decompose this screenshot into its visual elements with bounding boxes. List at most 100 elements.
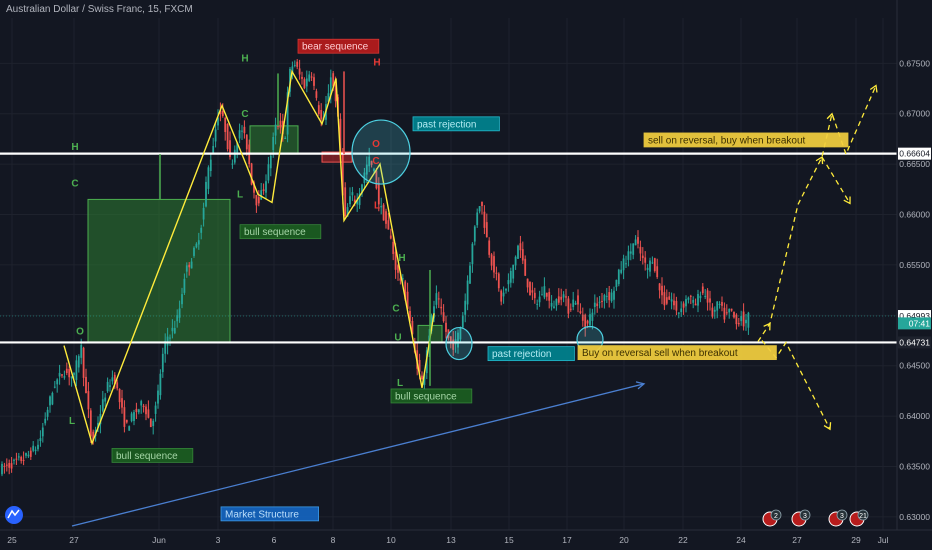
candle-body [308,74,311,81]
candle-body [164,341,167,354]
annotation-box[interactable] [111,448,194,463]
y-tick-label: 0.64000 [899,411,930,421]
annotation-box[interactable] [643,132,849,148]
candle-body [3,465,6,467]
candle-body [238,130,241,139]
price-tag-label: 0.64993 [899,311,930,321]
pivot-label: C [392,303,399,314]
candle-body [533,292,536,299]
candle-body [68,369,71,378]
candle-body [262,189,265,191]
annotation-box[interactable] [577,345,777,361]
x-tick-label: 15 [504,535,514,545]
candle-body [617,269,620,285]
candle-body [351,192,354,196]
candle-body [140,401,143,406]
candle-body [673,300,675,306]
candle-body [387,220,390,230]
candle-body [399,278,402,281]
candle-body [87,391,90,410]
candle-body [229,140,231,158]
event-count-bubble [836,509,848,521]
candle-body [106,381,109,392]
annotation-box[interactable] [220,506,319,522]
candle-body [466,280,469,305]
candle-body [401,278,404,280]
candle-body [303,79,306,89]
x-tick-label: 6 [272,535,277,545]
pivot-label: H [398,253,405,264]
candle-body [461,315,464,328]
pivot-label: H [373,57,380,68]
pivot-label: O [76,326,84,337]
candle-body [620,269,623,273]
candle-body [27,454,30,457]
candle-body [603,295,606,301]
price-tag [898,317,931,330]
annotation-box[interactable] [390,388,473,404]
candle-body [152,420,155,427]
projection-path[interactable] [821,156,851,204]
candle-body [255,194,258,206]
candle-body [517,245,519,259]
candle-body [250,163,253,185]
rejection-circle[interactable] [351,119,411,185]
projection-arrowhead [823,422,832,431]
annotation-box[interactable] [239,224,322,240]
candle-body [718,304,721,306]
market-structure-trendline[interactable] [71,383,645,527]
candle-body [8,462,11,468]
y-tick-label: 0.67500 [899,58,930,68]
candle-body [728,308,731,313]
candle-body [315,91,318,98]
candle-body [493,256,495,273]
candle-body [145,406,147,415]
candle-body [113,374,116,385]
candle-body [154,405,157,414]
candle-body [639,246,642,254]
candle-body [531,290,534,293]
candle-body [622,258,625,271]
candle-body [277,125,279,127]
rejection-circle[interactable] [445,326,473,361]
time-axis [0,530,932,550]
candle-body [344,187,347,217]
annotation-box[interactable] [487,346,575,362]
candle-body [747,312,750,328]
candle-body [471,243,474,265]
candle-body [742,311,745,327]
candle-body [435,293,438,305]
candle-body [389,235,392,239]
candle-body [101,399,104,411]
event-count-bubble [857,509,869,521]
y-tick-label: 0.64500 [899,361,930,371]
candle-body [490,254,493,266]
x-tick-label: 27 [69,535,79,545]
candle-body [5,464,8,466]
annotation-label: bull sequence [395,391,457,402]
candle-body [135,408,138,412]
candle-body [442,312,445,322]
event-count-label: 3 [803,513,807,520]
x-tick-label: 27 [792,535,802,545]
pivot-label: L [237,189,243,200]
candle-body [85,376,87,394]
annotation-box[interactable] [412,116,500,132]
candle-body [629,251,632,254]
candle-body [675,300,678,311]
candle-body [65,368,68,373]
candle-body [721,302,723,306]
candle-body [668,296,671,300]
annotation-box[interactable] [297,38,380,54]
zigzag-line[interactable] [63,69,435,446]
candle-body [555,299,558,306]
candle-body [634,239,637,246]
candle-body [680,308,683,313]
candle-body [569,308,572,310]
price-tag-label: 0.66604 [899,149,930,159]
candle-body [37,444,39,450]
candle-body [61,374,63,376]
annotation-label: Buy on reversal sell when breakout [582,348,738,359]
candle-body [646,267,649,270]
